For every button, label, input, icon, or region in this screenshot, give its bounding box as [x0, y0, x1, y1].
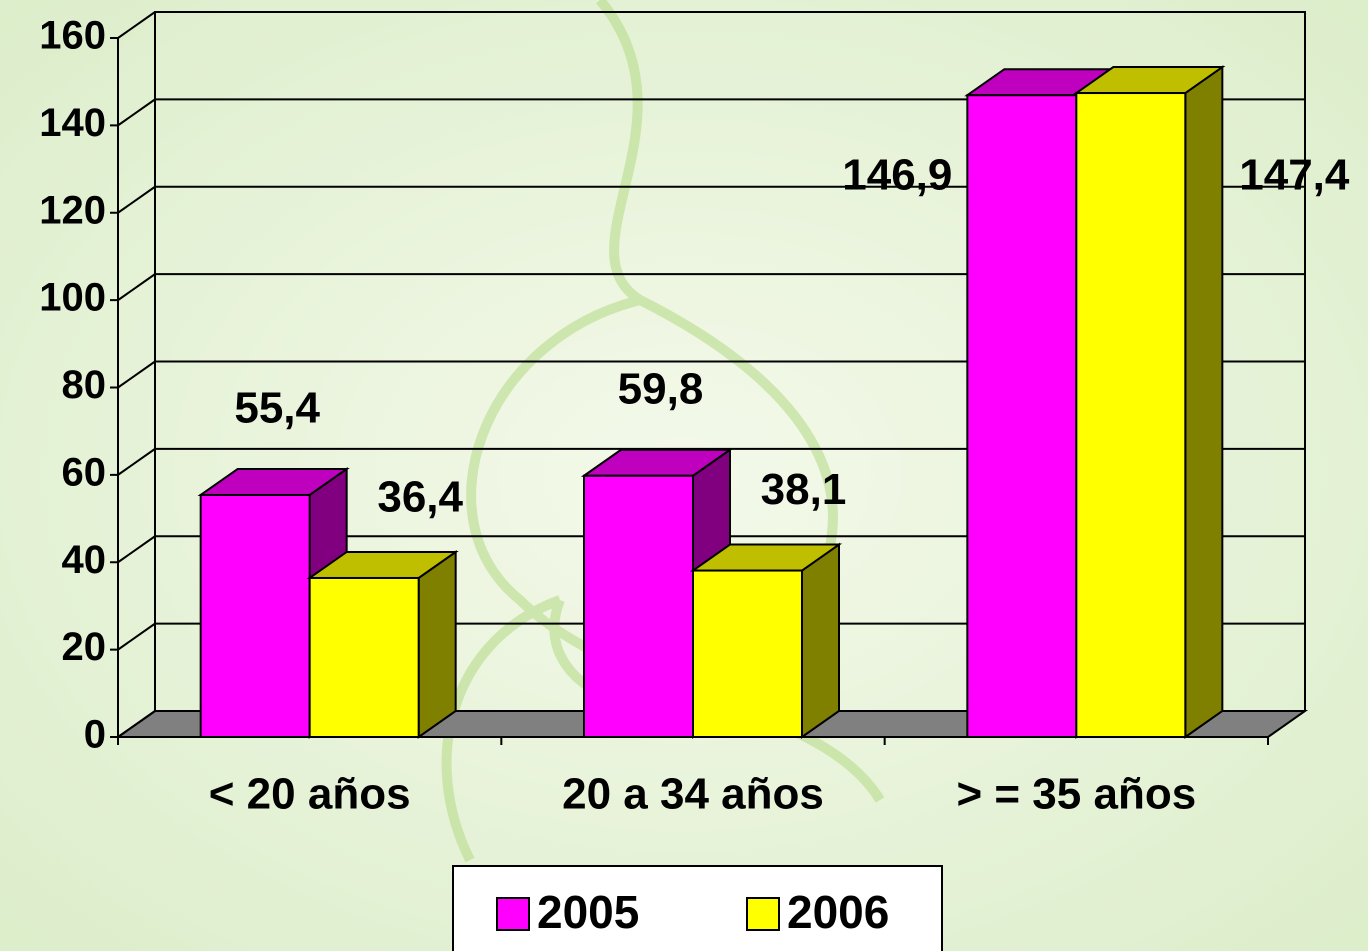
bar [689, 542, 843, 739]
bar-side [1184, 65, 1224, 739]
y-tick-label: 60 [62, 450, 107, 494]
x-tick-label: < 20 años [209, 770, 411, 819]
value-label: 59,8 [618, 364, 704, 413]
y-tick-label: 140 [39, 101, 106, 145]
bar-front [199, 493, 311, 738]
legend-swatch [746, 897, 780, 931]
bar-front [966, 94, 1078, 738]
y-tick-label: 100 [39, 276, 106, 320]
y-tick-label: 20 [62, 625, 107, 669]
bar-side [417, 550, 457, 739]
legend: 2005 2006 [452, 865, 943, 951]
grid-line-side [117, 273, 156, 301]
grid-line-side [117, 710, 156, 738]
value-label: 146,9 [842, 151, 952, 200]
y-tick-label: 0 [84, 713, 106, 757]
x-tick-label: 20 a 34 años [562, 770, 824, 819]
y-tick-label: 80 [62, 363, 107, 407]
legend-label: 2005 [537, 886, 639, 938]
grid-line-side [117, 11, 156, 39]
legend-box [452, 865, 943, 951]
grid-line-side [117, 448, 156, 476]
grid-line-side [117, 535, 156, 564]
grid-line-side [117, 622, 156, 651]
bar-front [692, 569, 803, 738]
legend-label: 2006 [787, 886, 889, 938]
grid-line-side [117, 360, 156, 389]
y-tick-label: 120 [39, 188, 106, 232]
grid-line-side [117, 98, 156, 127]
grid-line-side [117, 185, 156, 214]
legend-swatch [496, 897, 530, 931]
bar-side [801, 542, 840, 739]
value-label: 147,4 [1239, 151, 1350, 200]
bar-front [308, 576, 420, 738]
value-label: 38,1 [761, 465, 847, 514]
bar [1073, 65, 1226, 739]
bar [306, 550, 459, 739]
value-label: 36,4 [377, 473, 463, 522]
y-tick-label: 160 [39, 14, 106, 58]
y-tick-label: 40 [62, 538, 107, 582]
bar-front [583, 474, 694, 738]
x-tick-label: > = 35 años [956, 770, 1196, 819]
bar-front [1075, 92, 1187, 738]
value-label: 55,4 [234, 384, 320, 433]
